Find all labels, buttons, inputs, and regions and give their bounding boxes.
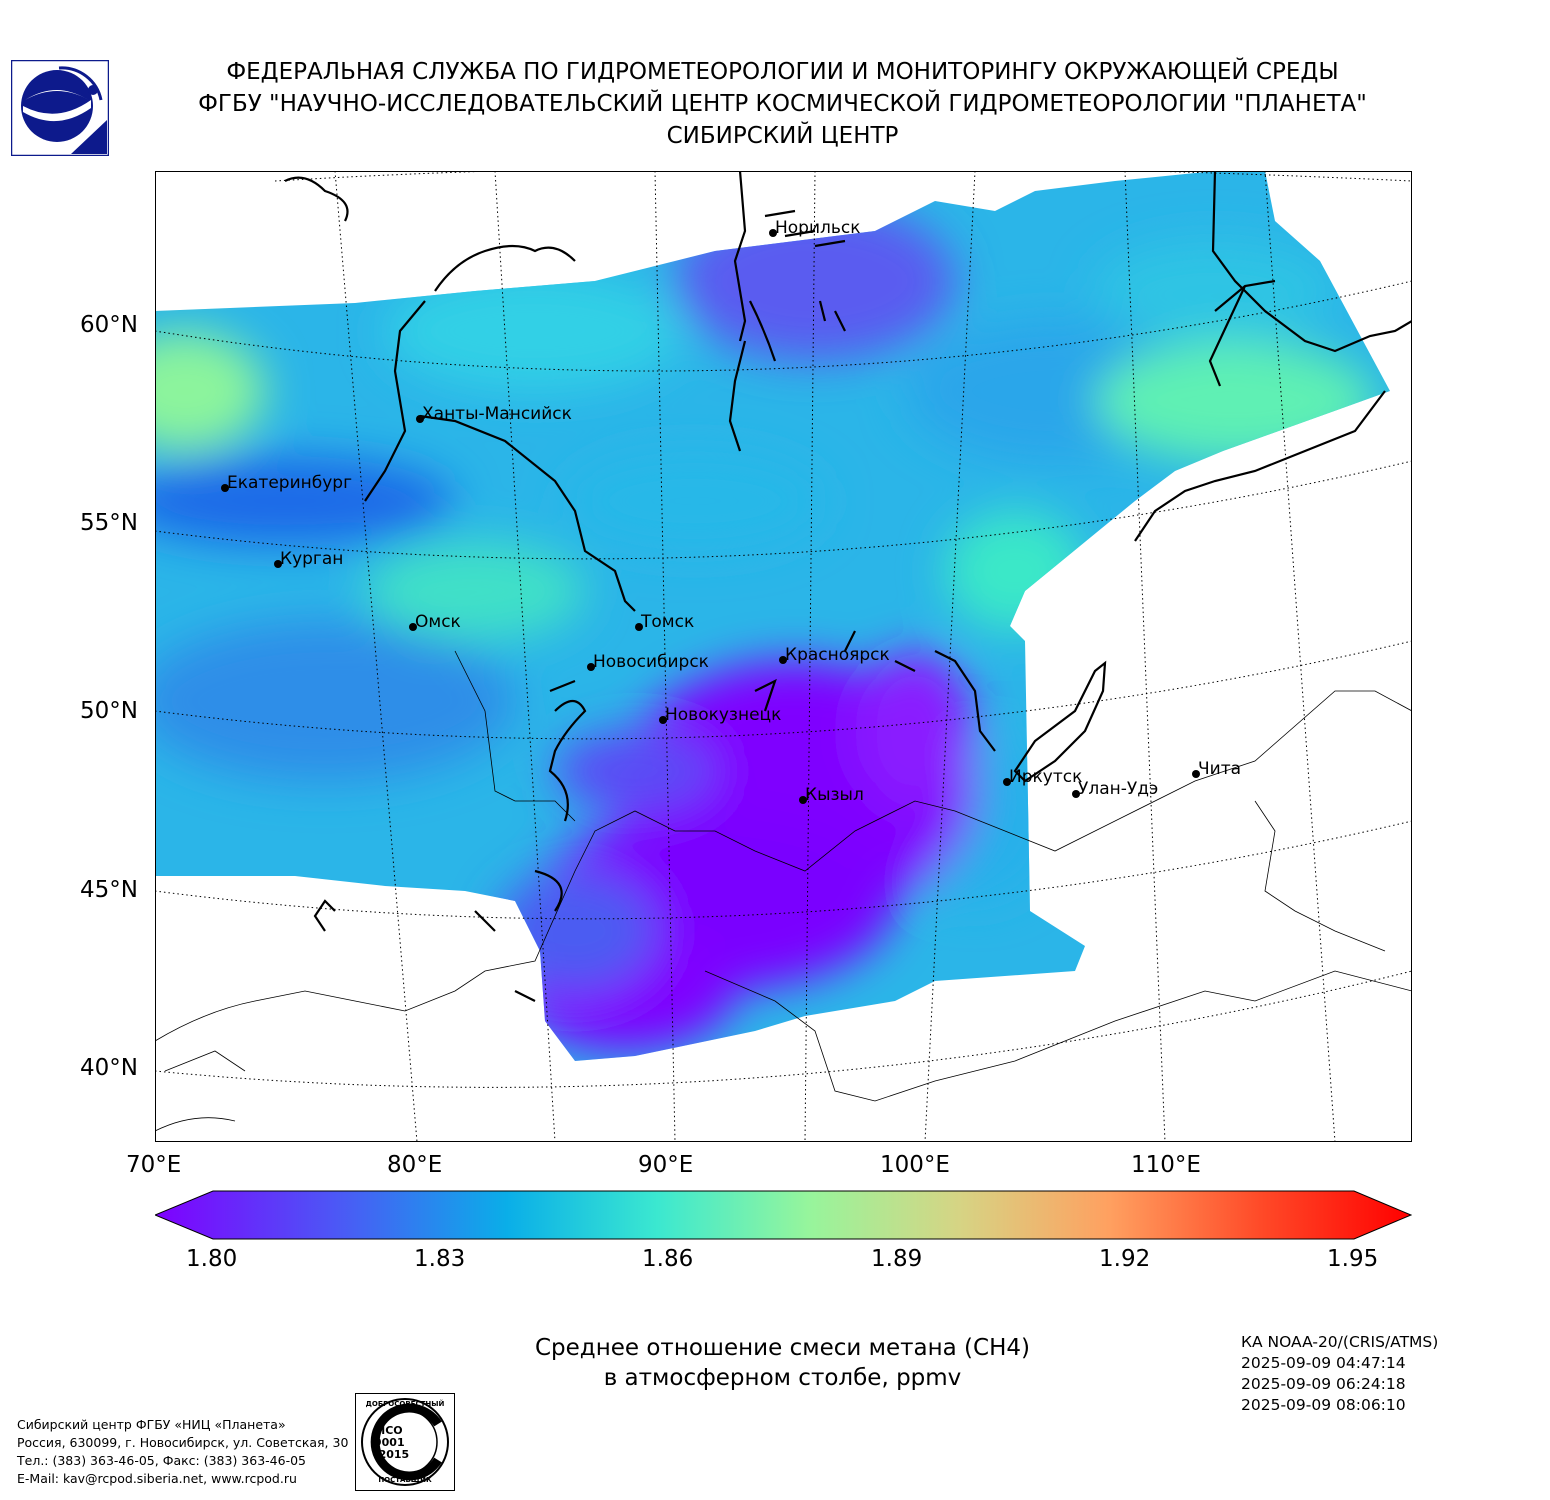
city-marker bbox=[1003, 778, 1011, 786]
lon-label-100: 100°E bbox=[880, 1152, 950, 1178]
city-label: Томск bbox=[641, 612, 695, 632]
city-marker bbox=[799, 796, 807, 804]
iso-stamp-bottom: ПОСТАВЩИК bbox=[378, 1476, 432, 1484]
iso-stamp-line1: ИСО bbox=[376, 1424, 403, 1437]
city-label: Иркутск bbox=[1009, 767, 1083, 787]
lon-label-70: 70°E bbox=[126, 1152, 182, 1178]
city-label: Кызыл bbox=[805, 785, 864, 805]
city-label: Курган bbox=[280, 549, 344, 569]
city-label: Омск bbox=[415, 612, 461, 632]
colorbar-tick-6: 1.95 bbox=[1327, 1246, 1379, 1272]
colorbar-tick-1: 1.80 bbox=[186, 1246, 238, 1272]
meta-time-3: 2025-09-09 08:06:10 bbox=[1241, 1396, 1406, 1414]
city-marker bbox=[221, 484, 229, 492]
header-line-2: ФГБУ "НАУЧНО-ИССЛЕДОВАТЕЛЬСКИЙ ЦЕНТР КОС… bbox=[198, 91, 1367, 117]
footer-line-3: Тел.: (383) 363-46-05, Факс: (383) 363-4… bbox=[17, 1453, 307, 1468]
footer-line-2: Россия, 630099, г. Новосибирск, ул. Сове… bbox=[17, 1435, 349, 1450]
city-marker bbox=[779, 656, 787, 664]
city-marker bbox=[1192, 770, 1200, 778]
meta-time-1: 2025-09-09 04:47:14 bbox=[1241, 1354, 1406, 1372]
city-label: Чита bbox=[1198, 759, 1242, 779]
colorbar-tick-2: 1.83 bbox=[414, 1246, 466, 1272]
city-marker bbox=[416, 415, 424, 423]
lat-label-45: 45°N bbox=[80, 877, 138, 903]
lat-label-60: 60°N bbox=[80, 312, 138, 338]
planeta-logo bbox=[10, 59, 110, 157]
coastlines bbox=[284, 170, 1413, 1002]
city-label: Красноярск bbox=[785, 645, 890, 665]
colorbar bbox=[153, 1190, 1413, 1240]
caption-line-1: Среднее отношение смеси метана (CH4) bbox=[534, 1335, 1030, 1361]
city-marker bbox=[769, 229, 777, 237]
footer-line-4: E-Mail: kav@rcpod.siberia.net, www.rcpod… bbox=[17, 1471, 297, 1486]
city-marker bbox=[587, 663, 595, 671]
city-marker bbox=[409, 623, 417, 631]
colorbar-tick-4: 1.89 bbox=[871, 1246, 923, 1272]
lon-label-90: 90°E bbox=[638, 1152, 694, 1178]
map-frame bbox=[155, 171, 1412, 1142]
caption-line-2: в атмосферном столбе, ppmv bbox=[603, 1365, 962, 1391]
lon-label-110: 110°E bbox=[1131, 1152, 1201, 1178]
meta-satellite: КА NOAA-20/(CRIS/ATMS) bbox=[1241, 1333, 1439, 1351]
city-label: Норильск bbox=[775, 218, 861, 238]
borders bbox=[154, 650, 1413, 1132]
city-label: Екатеринбург bbox=[227, 473, 353, 493]
colorbar-tick-3: 1.86 bbox=[642, 1246, 694, 1272]
lat-label-55: 55°N bbox=[80, 510, 138, 536]
city-marker bbox=[635, 623, 643, 631]
city-marker bbox=[659, 716, 667, 724]
city-label: Ханты-Мансийск bbox=[422, 404, 572, 424]
colorbar-tick-5: 1.92 bbox=[1099, 1246, 1151, 1272]
city-label: Новокузнецк bbox=[665, 705, 782, 725]
city-label: Новосибирск bbox=[593, 652, 709, 672]
methane-map bbox=[154, 141, 1413, 1143]
header-line-3: СИБИРСКИЙ ЦЕНТР bbox=[666, 123, 899, 149]
lon-label-80: 80°E bbox=[387, 1152, 443, 1178]
header-line-1: ФЕДЕРАЛЬНАЯ СЛУЖБА ПО ГИДРОМЕТЕОРОЛОГИИ … bbox=[226, 59, 1339, 85]
footer-line-1: Сибирский центр ФГБУ «НИЦ «Планета» bbox=[17, 1417, 286, 1432]
iso-stamp-top: ДОБРОСОВЕСТНЫЙ bbox=[365, 1400, 445, 1408]
city-label: Улан-Удэ bbox=[1078, 779, 1159, 799]
iso-stamp: ДОБРОСОВЕСТНЫЙ ИСО 9001 -2015 ПОСТАВЩИК bbox=[355, 1393, 455, 1491]
lat-label-40: 40°N bbox=[80, 1055, 138, 1081]
iso-stamp-line2: 9001 bbox=[374, 1436, 405, 1449]
iso-stamp-line3: -2015 bbox=[374, 1448, 410, 1461]
lat-label-50: 50°N bbox=[80, 698, 138, 724]
meta-time-2: 2025-09-09 06:24:18 bbox=[1241, 1375, 1406, 1393]
city-marker bbox=[1072, 790, 1080, 798]
city-marker bbox=[274, 560, 282, 568]
map-panel bbox=[154, 141, 1413, 1143]
